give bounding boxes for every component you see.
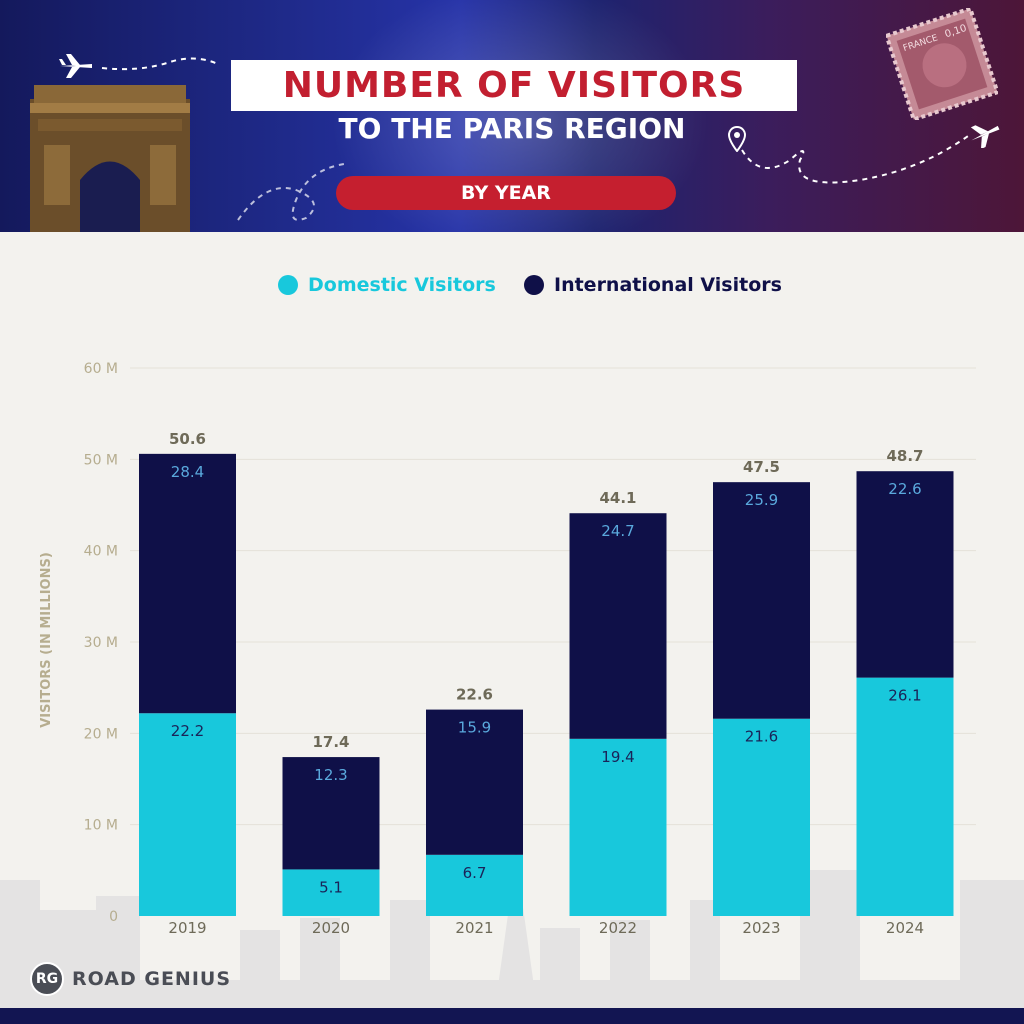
legend-dot-international	[524, 275, 544, 295]
y-tick-label: 0	[109, 909, 118, 925]
legend-dot-domestic	[278, 275, 298, 295]
total-label: 44.1	[599, 489, 636, 507]
legend-item-domestic: Domestic Visitors	[278, 274, 496, 296]
header-banner: FRANCE 0,10 NUMBER OF VISITORS TO THE PA…	[0, 0, 1024, 232]
brand-logo: RG ROAD GENIUS	[30, 962, 231, 996]
x-tick-label: 2020	[312, 919, 350, 937]
data-label-international: 25.9	[745, 491, 778, 509]
data-label-international: 15.9	[458, 719, 491, 737]
x-tick-label: 2019	[168, 919, 206, 937]
label-layer: 22.2 28.4 50.6 5.1 12.3 17.4 6.7 15.9 22.6 19.4 24…	[169, 430, 924, 897]
bar-domestic	[139, 713, 236, 916]
total-label: 47.5	[743, 458, 780, 476]
y-tick-label: 20 M	[84, 726, 118, 742]
brand-name: ROAD GENIUS	[72, 968, 232, 990]
data-label-international: 12.3	[314, 766, 347, 784]
data-label-domestic: 5.1	[319, 878, 343, 896]
brand-badge: RG	[30, 962, 64, 996]
total-label: 22.6	[456, 686, 493, 704]
bar-domestic	[856, 677, 954, 916]
data-label-domestic: 21.6	[745, 728, 778, 746]
total-label: 48.7	[886, 447, 923, 465]
grid-layer	[130, 367, 976, 826]
data-label-international: 22.6	[888, 480, 921, 498]
bar-layer	[139, 453, 954, 916]
legend-item-international: International Visitors	[524, 274, 782, 296]
paris-skyline-silhouette	[0, 840, 1024, 1008]
airplane-icon	[970, 125, 1000, 148]
bar-domestic	[426, 854, 523, 916]
page-subtitle: TO THE PARIS REGION	[338, 112, 686, 145]
bar-domestic	[569, 738, 667, 916]
page-title: NUMBER OF VISITORS	[282, 65, 746, 106]
by-year-pill: BY YEAR	[336, 176, 676, 210]
legend-label-international: International Visitors	[554, 274, 782, 296]
flight-path-left	[101, 57, 219, 71]
bar-international	[282, 757, 380, 870]
flight-path-loop	[237, 163, 345, 221]
total-label: 50.6	[169, 430, 206, 448]
bar-international	[426, 709, 523, 855]
y-tick-label: 60 M	[84, 361, 118, 377]
y-tick-label: 50 M	[84, 452, 118, 468]
title-box: NUMBER OF VISITORS	[231, 60, 797, 111]
total-label: 17.4	[312, 733, 349, 751]
y-axis-label: VISITORS (IN MILLIONS)	[39, 552, 54, 728]
y-axis-ticks: 0 10 M 20 M 30 M 40 M 50 M 60 M	[84, 361, 118, 925]
legend-label-domestic: Domestic Visitors	[308, 274, 496, 296]
x-axis-ticks: 2019 2020 2021 2022 2023 2024	[168, 919, 924, 937]
data-label-domestic: 19.4	[601, 748, 634, 766]
bottom-strip	[0, 1008, 1024, 1024]
chart-legend: Domestic Visitors International Visitors	[0, 274, 1024, 300]
bar-international	[569, 513, 667, 739]
bar-international	[139, 453, 236, 714]
x-tick-label: 2022	[599, 919, 637, 937]
bar-international	[856, 471, 954, 678]
bar-domestic	[282, 869, 380, 916]
y-tick-label: 40 M	[84, 544, 118, 560]
bar-international	[713, 482, 810, 719]
bar-domestic	[713, 718, 810, 916]
data-label-domestic: 26.1	[888, 687, 921, 705]
x-tick-label: 2024	[886, 919, 924, 937]
location-pin-icon	[728, 126, 746, 152]
airplane-icon	[59, 54, 92, 78]
x-tick-label: 2023	[742, 919, 780, 937]
y-tick-label: 30 M	[84, 635, 118, 651]
flight-path-right	[741, 135, 969, 184]
data-label-international: 24.7	[601, 522, 634, 540]
data-label-domestic: 6.7	[463, 864, 487, 882]
y-tick-label: 10 M	[84, 818, 118, 834]
data-label-domestic: 22.2	[171, 722, 204, 740]
postage-stamp-icon: FRANCE 0,10	[886, 8, 998, 120]
arc-de-triomphe-icon	[30, 85, 190, 232]
x-tick-label: 2021	[455, 919, 493, 937]
data-label-international: 28.4	[171, 463, 204, 481]
